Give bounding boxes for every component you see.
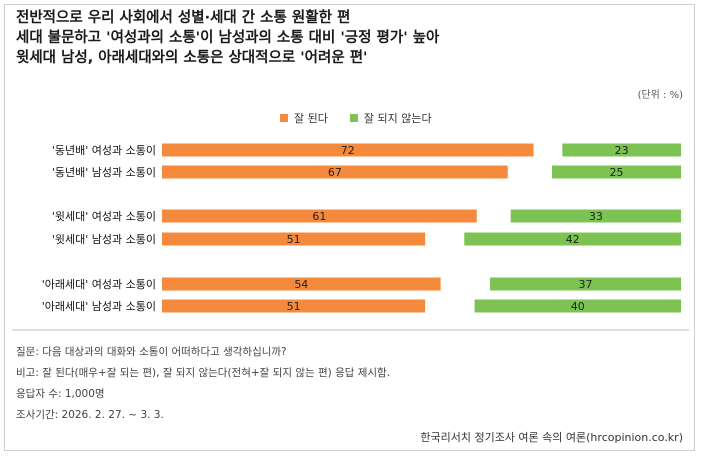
bar-positive	[162, 299, 426, 313]
category-label: '동년배' 남성과 소통이	[52, 166, 156, 179]
bar-negative-value: 25	[610, 166, 624, 179]
unit-label: (단위 : %)	[637, 90, 683, 101]
note-question: 질문: 다음 대상과의 대화와 소통이 어떠하다고 생각하십니까?	[16, 346, 287, 358]
bar-negative-value: 33	[589, 210, 603, 223]
bar-positive-value: 72	[341, 144, 355, 157]
bar-positive	[162, 232, 426, 246]
legend-item-positive: 잘 된다	[280, 110, 328, 126]
note-period: 조사기간: 2026. 2. 27. ~ 3. 3.	[16, 409, 164, 421]
bar-positive-value: 61	[312, 210, 326, 223]
note-remark: 비고: 잘 된다(매우+잘 되는 편), 잘 되지 않는다(전혀+잘 되지 않는…	[16, 367, 391, 379]
bar-positive	[162, 277, 441, 291]
title-line-3: 윗세대 남성, 아래세대와의 소통은 상대적으로 '어려운 편'	[16, 50, 368, 66]
note-sample: 응답자 수: 1,000명	[16, 388, 105, 400]
legend: 잘 된다 잘 되지 않는다	[280, 110, 432, 126]
category-label: '윗세대' 여성과 소통이	[52, 210, 156, 223]
category-label: '아래세대' 여성과 소통이	[42, 278, 156, 291]
bar-positive	[162, 143, 534, 157]
notes: 질문: 다음 대상과의 대화와 소통이 어떠하다고 생각하십니까? 비고: 잘 …	[16, 342, 390, 426]
bar-negative	[562, 143, 681, 157]
category-label: '윗세대' 남성과 소통이	[52, 233, 156, 246]
title-line-1: 전반적으로 우리 사회에서 성별·세대 간 소통 원활한 편	[16, 10, 351, 26]
bar-positive-value: 51	[287, 300, 301, 313]
bar-positive	[162, 209, 477, 223]
bar-positive-value: 54	[294, 278, 308, 291]
title-line-2: 세대 불문하고 '여성과의 소통'이 남성과의 소통 대비 '긍정 평가' 높아	[16, 30, 440, 46]
bar-negative	[464, 232, 681, 246]
legend-item-negative: 잘 되지 않는다	[349, 110, 432, 126]
bar-negative-value: 40	[571, 300, 585, 313]
bar-negative	[552, 165, 681, 179]
bar-negative	[490, 277, 681, 291]
bar-positive-value: 67	[328, 166, 342, 179]
category-label: '동년배' 여성과 소통이	[52, 144, 156, 157]
legend-label-negative: 잘 되지 않는다	[363, 112, 432, 125]
bar-negative-value: 37	[579, 278, 593, 291]
source-credit: 한국리서치 정기조사 여론 속의 여론(hrcopinion.co.kr)	[420, 431, 683, 444]
chart-frame	[4, 4, 695, 451]
bar-negative-value: 23	[615, 144, 629, 157]
legend-label-positive: 잘 된다	[294, 112, 328, 125]
category-label: '아래세대' 남성과 소통이	[42, 300, 156, 313]
bar-positive-value: 51	[287, 233, 301, 246]
bar-positive	[162, 165, 508, 179]
bar-negative-value: 42	[566, 233, 580, 246]
chart-title: 전반적으로 우리 사회에서 성별·세대 간 소통 원활한 편 세대 불문하고 '…	[16, 8, 439, 68]
bar-negative	[510, 209, 681, 223]
bar-negative	[474, 299, 681, 313]
legend-swatch-negative	[349, 114, 358, 122]
legend-swatch-positive	[280, 114, 288, 122]
